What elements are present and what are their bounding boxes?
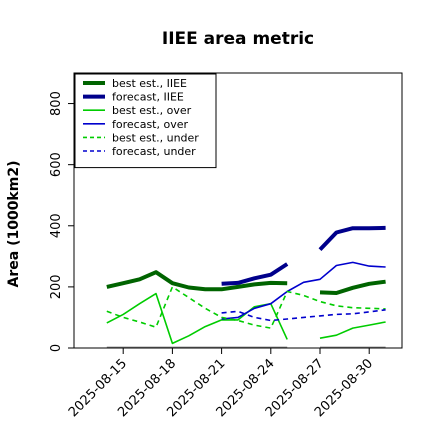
legend-label-best-est-under: best est., under bbox=[112, 131, 199, 144]
legend-box bbox=[74, 73, 217, 169]
series-line-forecast-under-8 bbox=[221, 309, 386, 322]
chart-title: IIEE area metric bbox=[162, 29, 314, 49]
series-line-best-est-iiee-1 bbox=[319, 279, 386, 295]
legend-label-forecast-over: forecast, over bbox=[112, 118, 188, 131]
plot-frame bbox=[73, 72, 403, 349]
y-tick-label-600: 600 bbox=[49, 152, 64, 177]
series-line-forecast-iiee-3 bbox=[318, 225, 386, 251]
series-line-forecast-iiee-2 bbox=[221, 262, 289, 286]
y-tick-label-400: 400 bbox=[49, 213, 64, 238]
series-line-best-est-under-7 bbox=[106, 286, 386, 329]
y-tick-label-800: 800 bbox=[49, 91, 64, 116]
legend-label-forecast-under: forecast, under bbox=[112, 145, 196, 158]
series-line-best-est-over-4 bbox=[106, 292, 288, 345]
legend-label-forecast-iiee: forecast, IIEE bbox=[112, 91, 184, 104]
legend-label-best-est-iiee: best est., IIEE bbox=[112, 77, 187, 90]
legend-label-best-est-over: best est., over bbox=[112, 104, 192, 117]
plot-layer bbox=[106, 225, 386, 349]
y-tick-label-0: 0 bbox=[49, 344, 64, 352]
y-axis-label: Area (1000km2) bbox=[6, 161, 22, 288]
series-line-best-est-over-5 bbox=[319, 321, 386, 339]
series-line-forecast-over-6 bbox=[221, 261, 386, 320]
series-line-best-est-iiee-0 bbox=[106, 270, 288, 292]
y-tick-label-200: 200 bbox=[49, 274, 64, 299]
